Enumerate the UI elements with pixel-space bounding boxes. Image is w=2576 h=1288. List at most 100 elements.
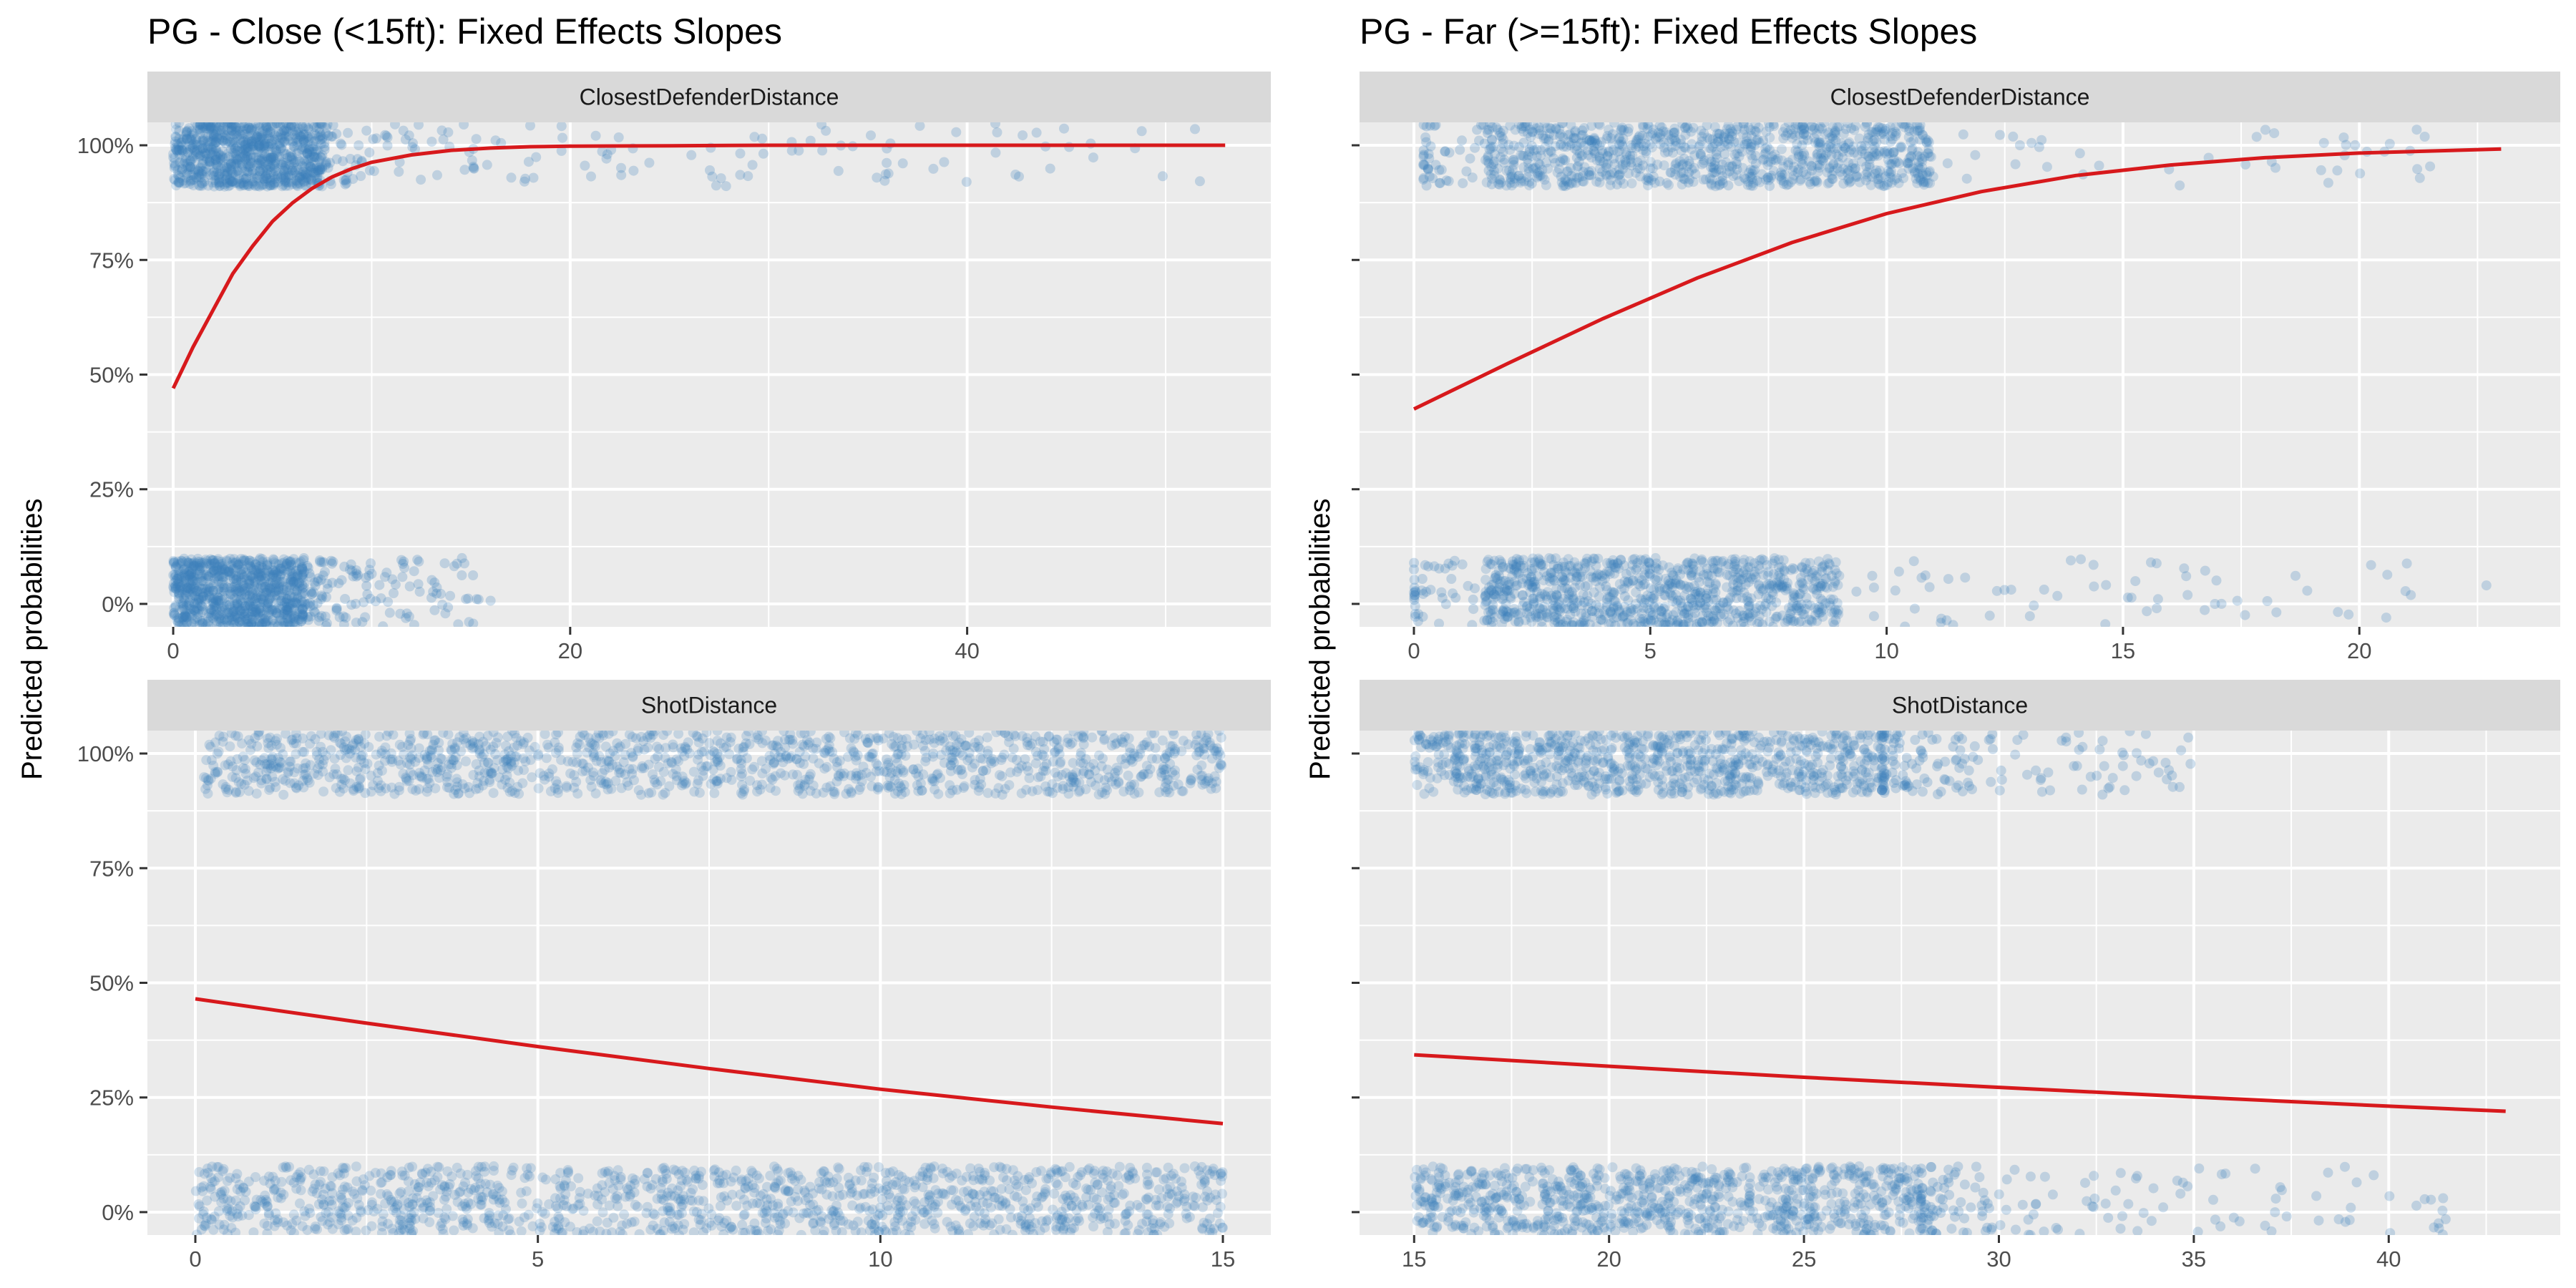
data-point [211,122,221,132]
data-point [856,1175,867,1186]
data-point [187,175,198,185]
data-point [252,741,263,752]
data-point [261,1196,272,1207]
data-point [260,171,271,182]
data-point [218,736,228,747]
data-point [299,746,310,757]
data-point [826,1205,837,1216]
data-point [268,169,279,180]
data-point [315,165,326,175]
data-point [467,155,477,166]
data-point [211,620,222,627]
data-point [278,609,289,620]
data-point [248,1227,259,1235]
data-point [479,1166,490,1177]
data-point [263,141,273,152]
data-point [299,156,310,167]
data-point [540,1174,551,1185]
data-point [292,585,303,595]
data-point [220,138,231,149]
data-point [572,789,583,799]
data-point [286,147,296,158]
data-point [271,122,282,128]
data-point [181,130,192,140]
data-point [382,140,393,151]
data-point [397,572,408,582]
data-point [1136,771,1146,782]
data-point [199,557,210,568]
data-point [429,605,440,615]
data-point [268,180,279,190]
data-point [515,736,526,746]
data-point [258,166,268,177]
data-point [278,591,289,602]
data-point [715,1201,726,1211]
data-point [187,140,197,150]
data-point [250,145,260,155]
data-point [170,561,181,572]
data-point [250,565,261,575]
data-point [1031,127,1042,138]
data-point [485,744,496,755]
data-point [758,148,769,159]
data-point [210,137,221,147]
data-point [484,1210,495,1221]
data-point [280,561,291,572]
data-point [1099,733,1110,744]
data-point [301,180,311,191]
data-point [507,1165,517,1176]
data-point [204,160,215,170]
data-point [288,167,299,178]
data-point [571,776,582,787]
data-point [259,174,270,185]
data-point [622,1219,633,1229]
data-point [411,785,421,796]
data-point [490,135,501,146]
data-point [217,135,228,146]
data-point [745,776,756,786]
data-point [591,756,602,766]
data-point [225,1173,235,1184]
data-point [185,155,195,165]
data-point [263,763,273,774]
data-point [1101,1166,1112,1177]
data-point [382,132,393,143]
data-point [738,1227,748,1235]
data-point [238,172,249,182]
data-point [261,165,272,175]
data-point [851,771,862,781]
data-point [280,175,291,186]
data-point [736,771,746,782]
data-point [208,597,218,608]
data-point [232,1184,243,1194]
data-point [340,179,351,190]
data-point [376,1177,387,1188]
data-point [198,591,209,602]
data-point [351,1226,361,1235]
data-point [268,152,278,162]
data-point [1102,1226,1113,1235]
data-point [716,173,726,184]
data-point [245,612,256,623]
data-point [280,149,291,160]
data-point [253,172,263,182]
y-axis-c0-p0: 0%25%50%75%100% [77,133,147,617]
data-point [280,137,291,147]
data-point [262,571,273,582]
data-point [994,1200,1005,1211]
data-point [248,140,258,151]
data-point [185,162,195,172]
data-point [251,123,262,134]
data-point [620,738,631,749]
data-point [244,122,255,133]
data-point [197,144,208,154]
data-point [816,122,827,130]
data-point [1100,789,1111,799]
data-point [409,566,419,577]
data-point [255,166,265,177]
data-point [218,136,229,147]
data-point [178,603,189,614]
data-point [269,135,280,145]
